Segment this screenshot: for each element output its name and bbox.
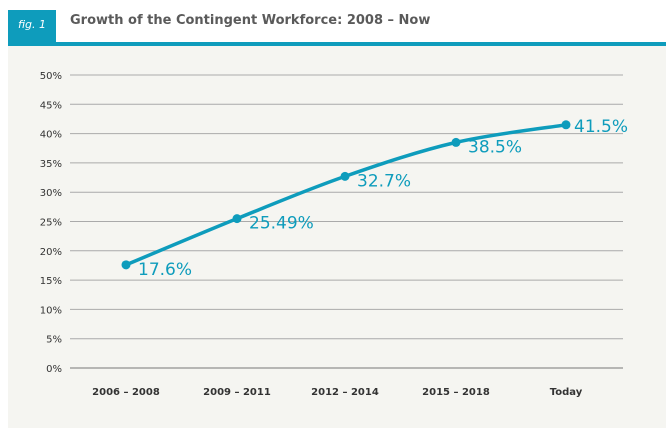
data-point (340, 171, 350, 181)
y-tick-label: 25% (40, 218, 62, 229)
x-tick-label: 2012 – 2014 (311, 387, 379, 398)
y-tick-label: 5% (46, 335, 62, 346)
data-label: 25.49% (249, 214, 314, 234)
x-tick-label: 2006 – 2008 (92, 387, 160, 398)
data-label: 38.5% (468, 137, 522, 157)
data-point (232, 214, 242, 224)
chart-title: Growth of the Contingent Workforce: 2008… (70, 13, 431, 28)
data-point (451, 137, 461, 147)
y-tick-label: 15% (40, 276, 62, 287)
y-tick-label: 35% (40, 159, 62, 170)
y-tick-label: 10% (40, 305, 62, 316)
data-point (121, 260, 131, 270)
data-label: 41.5% (574, 117, 628, 137)
x-tick-label: 2009 – 2011 (203, 387, 271, 398)
chart-panel (8, 46, 666, 428)
y-tick-label: 20% (40, 247, 62, 258)
data-label: 32.7% (357, 171, 411, 191)
data-label: 17.6% (138, 260, 192, 280)
x-tick-label: Today (550, 387, 583, 398)
y-tick-label: 40% (40, 130, 62, 141)
y-tick-label: 30% (40, 188, 62, 199)
data-point (561, 120, 571, 130)
fig-label: fig. 1 (8, 10, 56, 44)
x-tick-label: 2015 – 2018 (422, 387, 490, 398)
header-rule (8, 42, 666, 46)
y-tick-label: 50% (40, 71, 62, 82)
y-tick-label: 0% (46, 364, 62, 375)
y-tick-label: 45% (40, 100, 62, 111)
